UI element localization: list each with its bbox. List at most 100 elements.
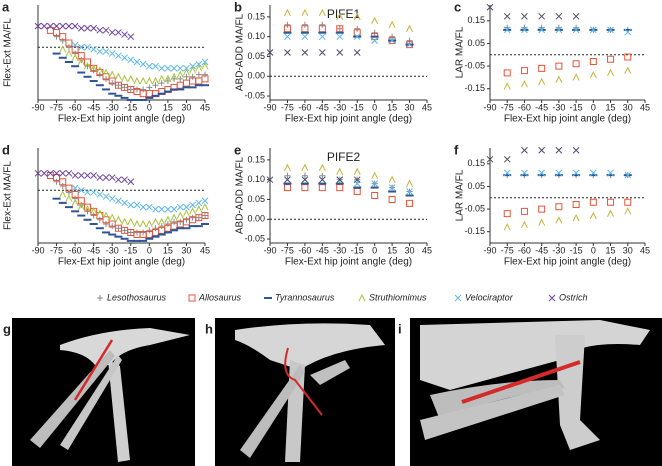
y-tick-label: 0.10: [247, 31, 265, 41]
data-point: [336, 12, 344, 21]
x-tick-label: -75: [501, 245, 514, 255]
data-point: [145, 219, 153, 228]
x-tick-label: 30: [181, 102, 191, 112]
data-point: [607, 68, 615, 77]
data-point: [183, 73, 190, 80]
data-point: [607, 209, 615, 217]
data-point: [59, 45, 67, 53]
x-axis-label: Flex-Ext hip joint angle (deg): [285, 257, 412, 268]
y-tick-label: 0.10: [247, 174, 265, 184]
data-point: [53, 33, 60, 40]
data-point: [555, 62, 563, 70]
data-point: [319, 21, 326, 28]
data-point: [195, 60, 203, 68]
data-point: [90, 45, 98, 53]
data-point: [389, 33, 396, 40]
x-tick-label: -15: [570, 245, 583, 255]
chart-title: PIFE1: [327, 7, 361, 21]
legend-label: Struthiomimus: [369, 292, 427, 302]
y-axis-label: Flex-Ext MA/FL: [3, 18, 14, 87]
data-point: [158, 205, 166, 213]
data-point: [195, 71, 202, 78]
data-point: [102, 193, 110, 200]
x-tick-label: 30: [181, 245, 191, 255]
data-point: [164, 215, 172, 224]
data-point: [283, 184, 291, 192]
data-point: [71, 172, 79, 179]
data-point: [589, 71, 597, 79]
data-point: [301, 184, 309, 192]
data-point: [301, 176, 309, 184]
data-point: [301, 163, 309, 172]
data-point: [145, 62, 153, 70]
x-tick-label: -60: [69, 245, 82, 255]
data-point: [77, 24, 85, 32]
x-tick-label: -75: [281, 245, 294, 255]
y-tick-label: 0.05: [467, 38, 485, 48]
data-point: [152, 82, 159, 89]
y-tick-label: -0.05: [464, 203, 485, 213]
x-tick-label: 45: [640, 102, 650, 112]
data-point: [127, 178, 135, 186]
y-tick-label: 0.05: [467, 181, 485, 191]
x-tick-label: -90: [483, 102, 496, 112]
data-point: [176, 64, 184, 72]
data-point: [182, 68, 190, 76]
y-tick-label: 0.05: [247, 51, 265, 61]
legend-label: Tyrannosaurus: [275, 292, 335, 302]
x-axis-label: Flex-Ext hip joint angle (deg): [285, 114, 412, 125]
x-tick-label: 0: [591, 245, 596, 255]
data-point: [77, 57, 85, 66]
y-tick-label: -0.15: [464, 226, 485, 236]
data-point: [538, 26, 546, 34]
x-tick-label: 30: [623, 102, 633, 112]
data-point: [406, 188, 413, 195]
photo-h: [215, 318, 395, 466]
data-point: [59, 183, 66, 189]
data-point: [133, 201, 141, 209]
data-point: [176, 220, 184, 228]
data-point: [318, 33, 326, 41]
data-point: [503, 210, 511, 218]
y-tick-label: 0.00: [247, 71, 265, 81]
data-point: [195, 214, 203, 222]
data-point: [170, 205, 178, 213]
data-point: [140, 86, 147, 93]
data-point: [555, 75, 563, 83]
y-axis-label: Flex-Ext MA/FL: [3, 161, 14, 230]
data-point: [521, 169, 528, 177]
data-point: [183, 203, 190, 211]
data-point: [538, 205, 546, 213]
data-point: [115, 82, 122, 89]
data-point: [195, 214, 202, 221]
data-point: [47, 169, 54, 177]
data-point: [109, 223, 116, 230]
data-point: [139, 76, 147, 85]
data-point: [301, 33, 309, 41]
data-point: [152, 205, 159, 213]
x-tick-label: -15: [124, 102, 137, 112]
x-tick-label: -90: [263, 245, 276, 255]
data-point: [96, 48, 104, 55]
y-tick-label: -0.05: [464, 60, 485, 70]
data-point: [65, 22, 73, 30]
x-tick-label: 45: [422, 102, 432, 112]
data-point: [195, 199, 203, 207]
panel-label: d: [2, 142, 10, 157]
data-point: [115, 52, 122, 60]
data-point: [152, 76, 159, 85]
data-point: [195, 205, 203, 213]
data-point: [139, 203, 147, 211]
data-point: [121, 54, 128, 62]
data-point: [538, 218, 546, 226]
data-point: [59, 22, 67, 30]
data-point: [127, 229, 134, 236]
data-point: [170, 72, 178, 81]
data-point: [71, 184, 79, 192]
data-point: [503, 169, 511, 177]
data-point: [133, 219, 141, 228]
legend-marker: [358, 293, 366, 302]
x-tick-label: -60: [518, 245, 531, 255]
data-point: [319, 172, 326, 179]
